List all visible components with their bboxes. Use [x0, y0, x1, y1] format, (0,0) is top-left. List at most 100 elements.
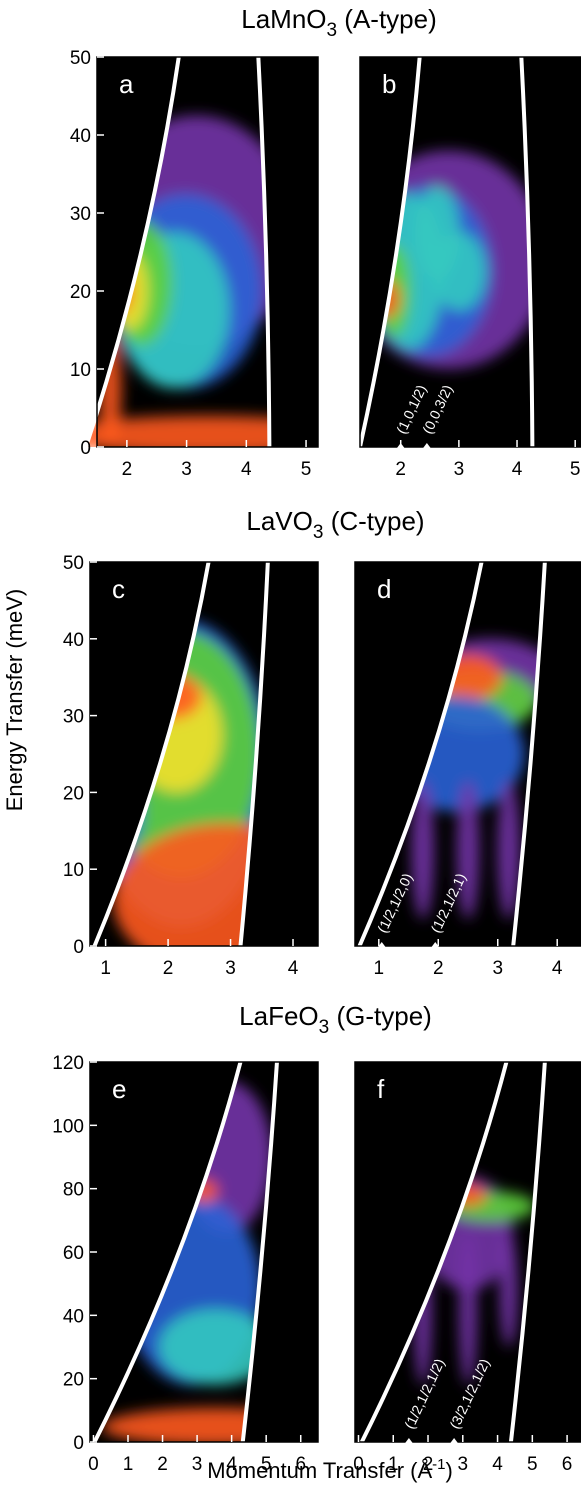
- plot-frame: [354, 1061, 581, 1443]
- y-tick-label: 50: [70, 48, 91, 69]
- x-tick-label: 3: [457, 1454, 468, 1475]
- panel-label: f: [377, 1074, 385, 1104]
- y-tick-label: 40: [63, 630, 84, 651]
- x-tick-label: 3: [181, 459, 192, 480]
- y-tick-label: 120: [52, 1053, 84, 1074]
- title-text: LaFeO: [239, 1001, 319, 1031]
- y-tick-label: 40: [63, 1306, 84, 1327]
- y-tick-label: 20: [63, 1370, 84, 1391]
- x-tick-label: 1: [123, 1454, 134, 1475]
- intensity-region: [458, 1233, 478, 1385]
- y-tick-label: 0: [73, 937, 84, 958]
- x-label-superscript: -1: [432, 1456, 445, 1473]
- intensity-region: [411, 780, 435, 920]
- x-tick-label: 0: [353, 1454, 364, 1475]
- x-axis-label: Momentum Transfer (Å-1): [207, 1456, 453, 1483]
- y-tick-label: 40: [70, 126, 91, 147]
- x-tick-label: 2: [395, 459, 406, 480]
- title-subscript: 3: [319, 1017, 330, 1038]
- peak-marker: [399, 1438, 418, 1450]
- panel-row-title: LaVO3 (C-type): [246, 506, 424, 543]
- title-text: (G-type): [329, 1001, 432, 1031]
- x-tick-label: 1: [100, 958, 111, 979]
- kinematic-limit: [357, 561, 484, 947]
- x-tick-label: 3: [192, 1454, 203, 1475]
- x-tick-label: 2: [433, 958, 444, 979]
- y-tick-label: 20: [70, 282, 91, 303]
- intensity-region: [497, 780, 520, 920]
- panel-label: e: [112, 1074, 126, 1104]
- intensity-region: [158, 1309, 273, 1385]
- y-tick-label: 60: [63, 1243, 84, 1264]
- x-tick-label: 5: [527, 1454, 538, 1475]
- x-tick-label: 2: [163, 958, 174, 979]
- y-tick-label: 50: [63, 553, 84, 574]
- intensity-region: [432, 232, 486, 311]
- intensity-region: [499, 1233, 518, 1347]
- y-tick-label: 80: [63, 1180, 84, 1201]
- panel-label: d: [377, 574, 391, 604]
- kinematic-limit: [238, 561, 270, 947]
- peak-marker: [445, 1438, 464, 1450]
- x-tick-label: 5: [301, 459, 312, 480]
- panel-label: c: [112, 574, 125, 604]
- peak-marker: [391, 443, 410, 455]
- panel-row-title: LaMnO3 (A-type): [241, 4, 437, 41]
- y-tick-label: 100: [52, 1116, 84, 1137]
- kinematic-limit: [84, 56, 181, 448]
- plot-frame: [359, 56, 581, 448]
- x-tick-label: 5: [261, 1454, 272, 1475]
- peak-marker: [426, 942, 445, 954]
- kinematic-limit: [358, 56, 422, 448]
- plot-frame: [89, 561, 319, 947]
- panel-label: a: [119, 69, 134, 99]
- x-tick-label: 3: [454, 459, 465, 480]
- y-tick-label: 10: [70, 360, 91, 381]
- y-tick-label: 20: [63, 783, 84, 804]
- plot-frame: [96, 56, 319, 448]
- x-tick-label: 2: [423, 1454, 434, 1475]
- x-tick-label: 4: [552, 958, 563, 979]
- x-tick-label: 4: [226, 1454, 237, 1475]
- y-tick-label: 0: [80, 438, 91, 459]
- peak-marker: [417, 443, 436, 455]
- y-tick-label: 30: [70, 204, 91, 225]
- kinematic-limit: [240, 1061, 279, 1443]
- panel-label: b: [382, 69, 396, 99]
- title-text: (A-type): [337, 4, 437, 34]
- peak-marker: [372, 942, 391, 954]
- x-tick-label: 1: [388, 1454, 399, 1475]
- intensity-region: [85, 415, 270, 447]
- kinematic-limit: [508, 1061, 547, 1443]
- kinematic-limit: [92, 1061, 243, 1443]
- y-axis-label: Energy Transfer (meV): [2, 589, 27, 812]
- x-tick-label: 2: [122, 459, 133, 480]
- x-tick-label: 0: [88, 1454, 99, 1475]
- kinematic-limit: [359, 1061, 509, 1443]
- x-tick-label: 3: [225, 958, 236, 979]
- x-label-text: Momentum Transfer (Å: [207, 1458, 432, 1483]
- intensity-region: [456, 780, 480, 920]
- panel-row-title: LaFeO3 (G-type): [239, 1001, 432, 1038]
- x-tick-label: 4: [288, 958, 299, 979]
- title-text: LaVO: [246, 506, 313, 536]
- plot-frame: [354, 561, 581, 947]
- kinematic-limit: [511, 561, 547, 947]
- kinematic-limit: [256, 56, 272, 448]
- x-tick-label: 1: [374, 958, 385, 979]
- x-tick-label: 3: [492, 958, 503, 979]
- x-tick-label: 6: [295, 1454, 306, 1475]
- title-text: LaMnO: [241, 4, 326, 34]
- x-tick-label: 6: [562, 1454, 573, 1475]
- intensity-region: [112, 823, 268, 946]
- x-tick-label: 2: [157, 1454, 168, 1475]
- x-tick-label: 5: [570, 459, 581, 480]
- x-tick-label: 4: [512, 459, 523, 480]
- title-subscript: 3: [313, 522, 324, 543]
- x-tick-label: 4: [492, 1454, 503, 1475]
- y-tick-label: 0: [73, 1433, 84, 1454]
- kinematic-limit: [92, 561, 211, 947]
- x-label-text: ): [445, 1458, 452, 1483]
